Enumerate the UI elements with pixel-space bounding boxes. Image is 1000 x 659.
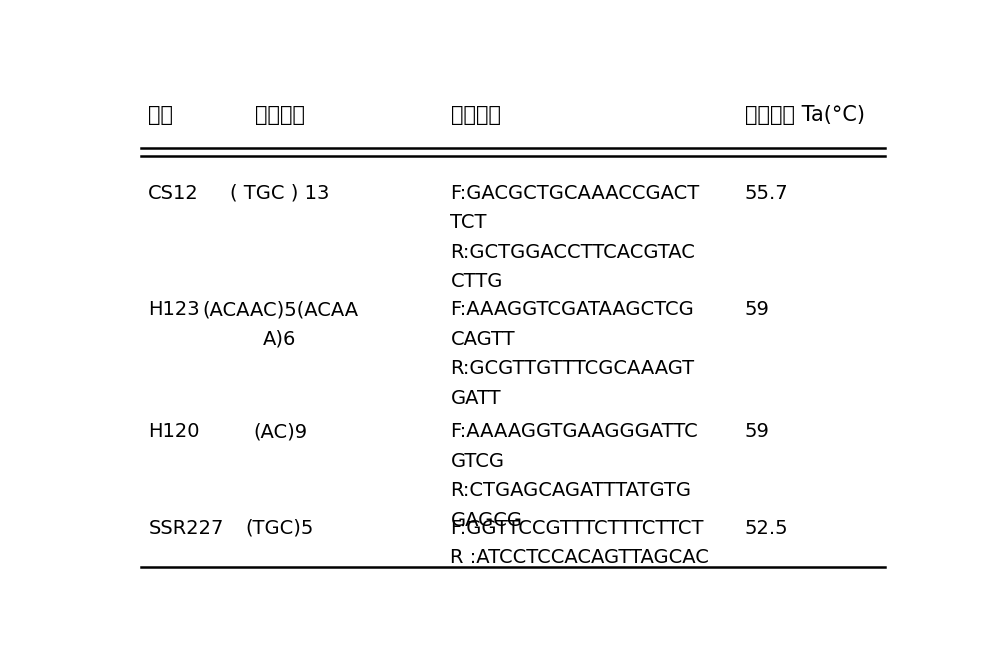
Text: SSR227: SSR227 bbox=[148, 519, 224, 538]
Text: 55.7: 55.7 bbox=[745, 184, 789, 203]
Text: (AC)9: (AC)9 bbox=[253, 422, 307, 442]
Text: R:GCGTTGTTTCGCAAAGT: R:GCGTTGTTTCGCAAAGT bbox=[450, 359, 695, 378]
Text: F:AAAAGGTGAAGGGATTC: F:AAAAGGTGAAGGGATTC bbox=[450, 422, 698, 442]
Text: R:GCTGGACCTTCACGTAC: R:GCTGGACCTTCACGTAC bbox=[450, 243, 695, 262]
Text: ( TGC ) 13: ( TGC ) 13 bbox=[230, 184, 330, 203]
Text: CS12: CS12 bbox=[148, 184, 199, 203]
Text: (TGC)5: (TGC)5 bbox=[246, 519, 314, 538]
Text: A)6: A)6 bbox=[263, 330, 297, 349]
Text: GAGCG: GAGCG bbox=[450, 511, 522, 530]
Text: F:GGTTCCGTTTCTTTCTTCT: F:GGTTCCGTTTCTTTCTTCT bbox=[450, 519, 704, 538]
Text: 引物序列: 引物序列 bbox=[450, 105, 501, 125]
Text: F:AAAGGTCGATAAGCTCG: F:AAAGGTCGATAAGCTCG bbox=[450, 301, 694, 320]
Text: H123: H123 bbox=[148, 301, 200, 320]
Text: 退火温度 Ta(°C): 退火温度 Ta(°C) bbox=[745, 105, 865, 125]
Text: (ACAAC)5(ACAA: (ACAAC)5(ACAA bbox=[202, 301, 358, 320]
Text: H120: H120 bbox=[148, 422, 200, 442]
Text: GATT: GATT bbox=[450, 389, 501, 408]
Text: 位点: 位点 bbox=[148, 105, 173, 125]
Text: R :ATCCTCCACAGTTAGCAC: R :ATCCTCCACAGTTAGCAC bbox=[450, 548, 709, 567]
Text: GTCG: GTCG bbox=[450, 451, 505, 471]
Text: 59: 59 bbox=[745, 422, 770, 442]
Text: 59: 59 bbox=[745, 301, 770, 320]
Text: CAGTT: CAGTT bbox=[450, 330, 515, 349]
Text: CTTG: CTTG bbox=[450, 272, 503, 291]
Text: 重复序列: 重复序列 bbox=[255, 105, 305, 125]
Text: R:CTGAGCAGATTTATGTG: R:CTGAGCAGATTTATGTG bbox=[450, 481, 692, 500]
Text: TCT: TCT bbox=[450, 213, 487, 232]
Text: F:GACGCTGCAAACCGACT: F:GACGCTGCAAACCGACT bbox=[450, 184, 700, 203]
Text: 52.5: 52.5 bbox=[745, 519, 789, 538]
